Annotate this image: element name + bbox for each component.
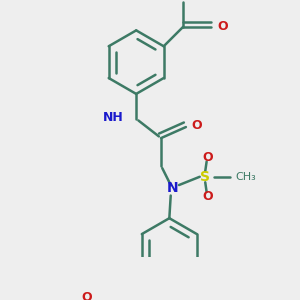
Text: O: O bbox=[218, 20, 228, 33]
Text: O: O bbox=[191, 119, 202, 132]
Text: O: O bbox=[82, 291, 92, 300]
Text: CH₃: CH₃ bbox=[236, 172, 256, 182]
Text: S: S bbox=[200, 170, 210, 184]
Text: O: O bbox=[203, 190, 213, 202]
Text: NH: NH bbox=[103, 111, 124, 124]
Text: N: N bbox=[166, 181, 178, 195]
Text: O: O bbox=[203, 151, 213, 164]
